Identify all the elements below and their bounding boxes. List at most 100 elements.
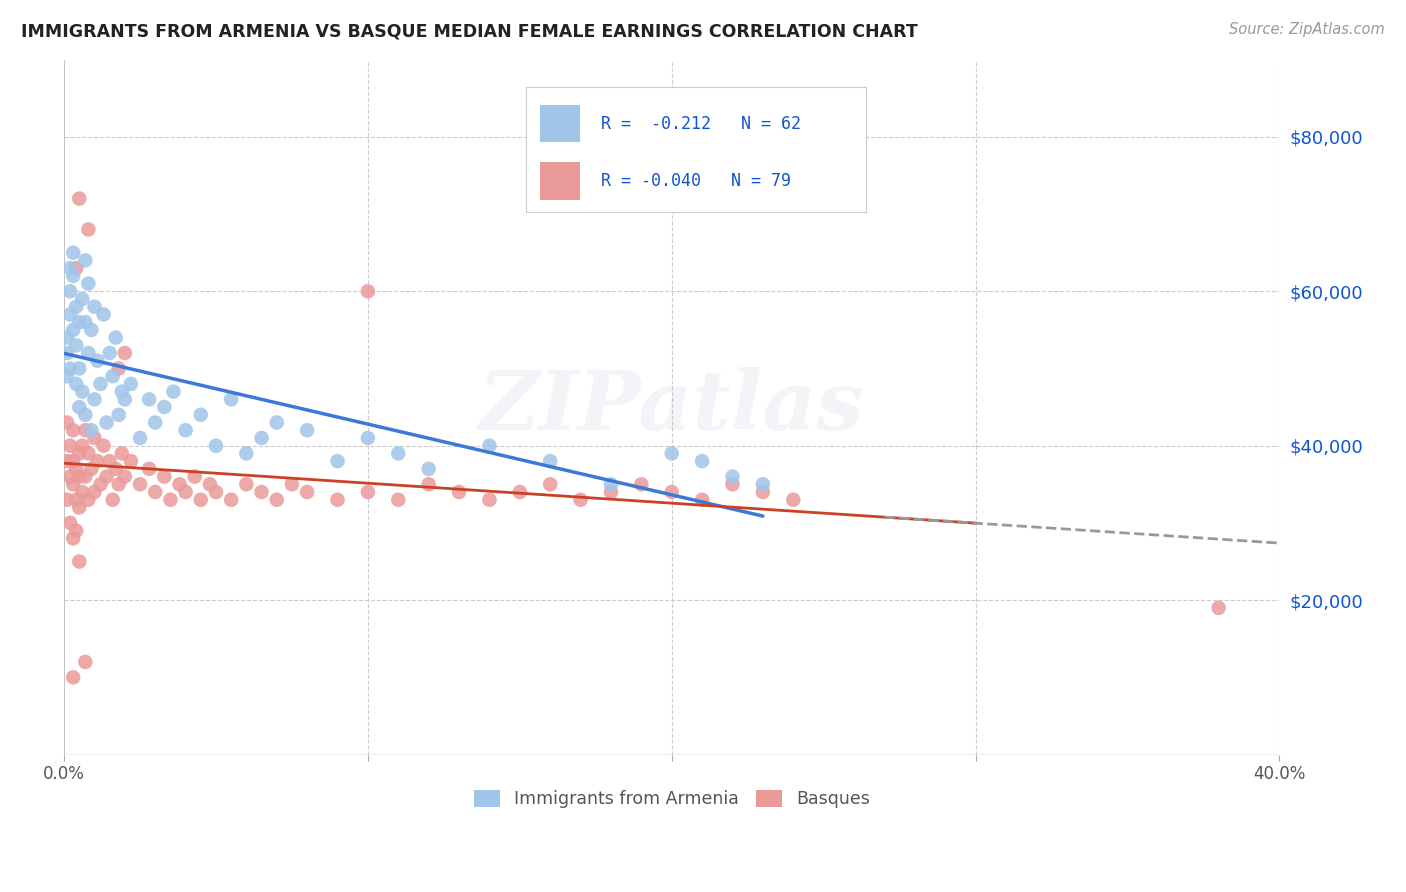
Point — [98, 346, 121, 360]
Point — [387, 446, 409, 460]
Point — [235, 477, 257, 491]
Point — [478, 492, 501, 507]
Point — [129, 431, 152, 445]
Point — [600, 477, 623, 491]
Point — [169, 477, 191, 491]
Point — [183, 469, 205, 483]
Point — [107, 408, 129, 422]
Point — [250, 431, 273, 445]
Point — [129, 477, 152, 491]
Point — [89, 477, 111, 491]
Point — [72, 485, 94, 500]
Point — [67, 469, 90, 483]
Point — [205, 439, 228, 453]
Point — [120, 376, 142, 391]
Point — [569, 492, 592, 507]
Point — [86, 353, 108, 368]
Point — [295, 485, 318, 500]
Legend: Immigrants from Armenia, Basques: Immigrants from Armenia, Basques — [467, 782, 877, 815]
Point — [65, 338, 87, 352]
Point — [138, 462, 160, 476]
Point — [62, 323, 84, 337]
Point — [219, 392, 242, 407]
Point — [138, 392, 160, 407]
Point — [143, 485, 166, 500]
Point — [690, 454, 713, 468]
Point — [62, 477, 84, 491]
Point — [120, 454, 142, 468]
Point — [56, 346, 79, 360]
Point — [72, 384, 94, 399]
Point — [114, 346, 136, 360]
Point — [93, 439, 115, 453]
Point — [56, 492, 79, 507]
Point — [83, 431, 105, 445]
Point — [67, 554, 90, 568]
Point — [72, 439, 94, 453]
Point — [96, 416, 118, 430]
Point — [77, 277, 100, 291]
Point — [661, 446, 683, 460]
Point — [77, 446, 100, 460]
Point — [65, 300, 87, 314]
Point — [205, 485, 228, 500]
Point — [198, 477, 221, 491]
Point — [62, 423, 84, 437]
Point — [107, 477, 129, 491]
Point — [59, 469, 82, 483]
Point — [59, 516, 82, 530]
Point — [89, 376, 111, 391]
Point — [65, 462, 87, 476]
Point — [509, 485, 531, 500]
Text: ZIPatlas: ZIPatlas — [479, 368, 865, 447]
Point — [721, 477, 744, 491]
Point — [326, 454, 349, 468]
Point — [111, 384, 134, 399]
Point — [75, 469, 97, 483]
Point — [67, 446, 90, 460]
Point — [357, 285, 380, 299]
Point — [65, 524, 87, 538]
Point — [67, 400, 90, 414]
Point — [281, 477, 304, 491]
Point — [752, 477, 775, 491]
Point — [295, 423, 318, 437]
Point — [67, 315, 90, 329]
Point — [721, 469, 744, 483]
Point — [80, 423, 103, 437]
Point — [56, 330, 79, 344]
Point — [357, 485, 380, 500]
Point — [83, 300, 105, 314]
Point — [190, 492, 212, 507]
Point — [107, 361, 129, 376]
Point — [600, 485, 623, 500]
Point — [114, 392, 136, 407]
Text: IMMIGRANTS FROM ARMENIA VS BASQUE MEDIAN FEMALE EARNINGS CORRELATION CHART: IMMIGRANTS FROM ARMENIA VS BASQUE MEDIAN… — [21, 22, 918, 40]
Point — [478, 439, 501, 453]
Point — [159, 492, 181, 507]
Point — [75, 253, 97, 268]
Point — [67, 361, 90, 376]
Point — [101, 492, 124, 507]
Point — [418, 462, 440, 476]
Point — [67, 500, 90, 515]
Point — [752, 485, 775, 500]
Point — [782, 492, 804, 507]
Point — [104, 462, 127, 476]
Point — [98, 454, 121, 468]
Point — [77, 346, 100, 360]
Point — [190, 408, 212, 422]
Point — [56, 454, 79, 468]
Point — [418, 477, 440, 491]
Point — [56, 416, 79, 430]
Point — [72, 292, 94, 306]
Point — [75, 423, 97, 437]
Point — [62, 670, 84, 684]
Point — [62, 532, 84, 546]
Point — [59, 307, 82, 321]
Point — [65, 492, 87, 507]
Point — [690, 492, 713, 507]
Point — [77, 492, 100, 507]
Point — [387, 492, 409, 507]
Point — [77, 222, 100, 236]
